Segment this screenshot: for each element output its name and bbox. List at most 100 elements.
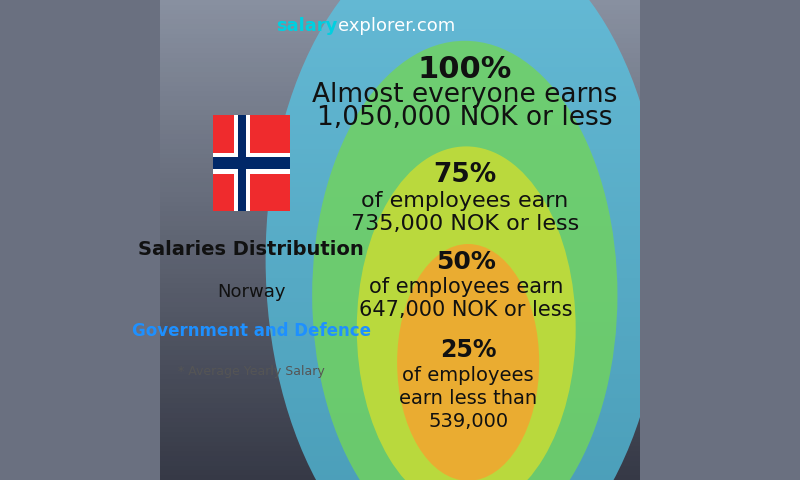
- Bar: [160, 427, 640, 432]
- Bar: [160, 53, 640, 58]
- Text: 100%: 100%: [418, 55, 512, 84]
- Bar: [238, 115, 246, 211]
- Bar: [160, 110, 640, 115]
- Bar: [160, 374, 640, 379]
- Bar: [160, 72, 640, 77]
- Bar: [160, 254, 640, 259]
- Text: explorer.com: explorer.com: [338, 17, 455, 35]
- Bar: [160, 82, 640, 86]
- Bar: [160, 163, 640, 168]
- Bar: [160, 451, 640, 456]
- Bar: [160, 394, 640, 398]
- Bar: [160, 24, 640, 29]
- Bar: [160, 346, 640, 350]
- Ellipse shape: [357, 146, 576, 480]
- Bar: [160, 173, 640, 178]
- Text: 735,000 NOK or less: 735,000 NOK or less: [350, 214, 579, 234]
- Bar: [160, 466, 640, 470]
- Bar: [160, 322, 640, 326]
- Bar: [160, 240, 640, 245]
- Bar: [160, 298, 640, 302]
- Bar: [160, 350, 640, 355]
- Bar: [160, 288, 640, 293]
- Bar: [213, 153, 290, 174]
- Bar: [160, 274, 640, 278]
- Bar: [160, 106, 640, 110]
- Bar: [160, 370, 640, 374]
- Bar: [160, 139, 640, 144]
- Bar: [160, 120, 640, 125]
- Bar: [160, 259, 640, 264]
- Bar: [213, 115, 290, 211]
- Bar: [160, 86, 640, 91]
- Bar: [160, 442, 640, 446]
- Text: * Average Yearly Salary: * Average Yearly Salary: [178, 365, 325, 378]
- Bar: [160, 264, 640, 269]
- Bar: [160, 187, 640, 192]
- Bar: [160, 312, 640, 317]
- Bar: [160, 48, 640, 53]
- Bar: [160, 403, 640, 408]
- Bar: [160, 456, 640, 461]
- Bar: [160, 413, 640, 418]
- Bar: [160, 302, 640, 307]
- Text: of employees earn: of employees earn: [361, 191, 569, 211]
- Bar: [160, 154, 640, 158]
- Bar: [160, 384, 640, 389]
- Bar: [160, 230, 640, 235]
- Bar: [160, 245, 640, 250]
- Text: earn less than: earn less than: [399, 389, 538, 408]
- Bar: [213, 157, 290, 169]
- Text: 1,050,000 NOK or less: 1,050,000 NOK or less: [317, 105, 613, 131]
- Bar: [160, 62, 640, 67]
- Bar: [160, 331, 640, 336]
- Bar: [160, 293, 640, 298]
- Bar: [160, 29, 640, 34]
- Bar: [160, 43, 640, 48]
- Bar: [160, 336, 640, 341]
- Bar: [160, 34, 640, 38]
- Bar: [160, 437, 640, 442]
- Text: 50%: 50%: [436, 250, 496, 274]
- Bar: [160, 408, 640, 413]
- Bar: [160, 38, 640, 43]
- Bar: [160, 379, 640, 384]
- Text: of employees earn: of employees earn: [369, 277, 563, 297]
- Text: Salaries Distribution: Salaries Distribution: [138, 240, 364, 259]
- Bar: [160, 168, 640, 173]
- Bar: [160, 130, 640, 134]
- Text: 75%: 75%: [433, 162, 497, 188]
- Bar: [160, 58, 640, 62]
- Text: of employees: of employees: [402, 366, 534, 385]
- Bar: [160, 221, 640, 226]
- Bar: [160, 360, 640, 365]
- Text: Almost everyone earns: Almost everyone earns: [312, 82, 618, 108]
- Bar: [160, 432, 640, 437]
- Bar: [160, 182, 640, 187]
- Bar: [160, 144, 640, 149]
- Bar: [160, 0, 640, 5]
- Bar: [160, 418, 640, 422]
- Bar: [160, 341, 640, 346]
- Bar: [160, 178, 640, 182]
- Bar: [160, 470, 640, 475]
- Bar: [160, 398, 640, 403]
- Ellipse shape: [397, 244, 539, 480]
- Bar: [160, 211, 640, 216]
- Bar: [160, 19, 640, 24]
- Bar: [160, 216, 640, 221]
- Bar: [160, 96, 640, 101]
- Bar: [160, 365, 640, 370]
- Bar: [160, 125, 640, 130]
- Bar: [160, 134, 640, 139]
- Bar: [160, 77, 640, 82]
- Bar: [160, 355, 640, 360]
- Bar: [160, 202, 640, 206]
- Bar: [160, 226, 640, 230]
- Bar: [160, 14, 640, 19]
- Bar: [160, 158, 640, 163]
- Bar: [160, 197, 640, 202]
- Text: 25%: 25%: [440, 338, 497, 362]
- Text: salary: salary: [276, 17, 338, 35]
- Bar: [160, 283, 640, 288]
